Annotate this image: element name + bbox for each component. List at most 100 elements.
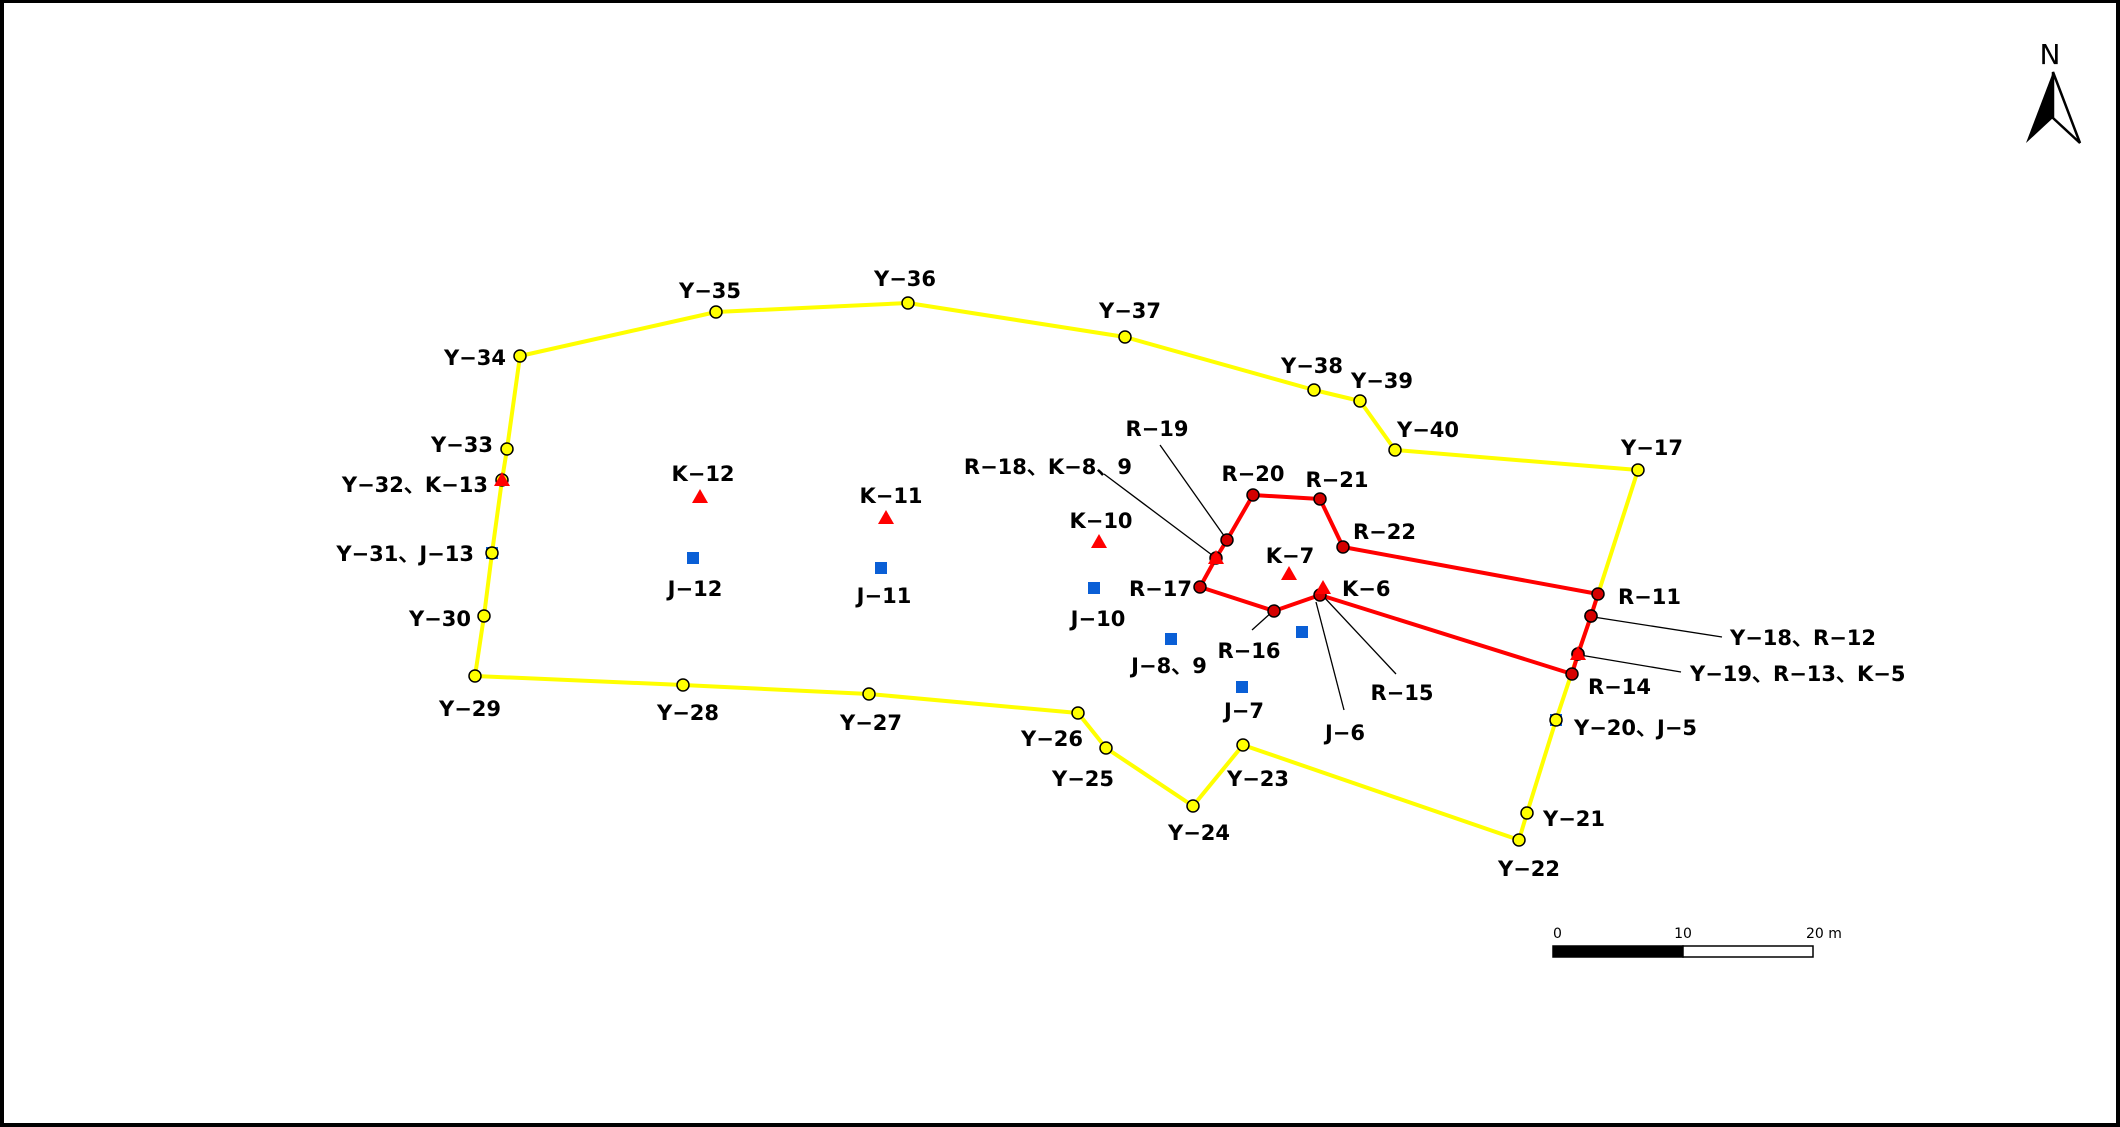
- yellow-label-y-40: Y−40: [1396, 418, 1459, 442]
- j-marker-j-11: [875, 562, 887, 574]
- red-label-r-17: R−17: [1129, 577, 1192, 601]
- yellow-point-y-30: [477, 609, 491, 623]
- k-marker-k-7: [1281, 566, 1297, 580]
- yellow-label-y-24: Y−24: [1167, 821, 1230, 845]
- yellow-point-y-35: [709, 305, 723, 319]
- yellow-label-y-38: Y−38: [1280, 354, 1343, 378]
- j-marker-j-12: [687, 552, 699, 564]
- red-label-r-11: R−11: [1618, 585, 1681, 609]
- k-marker-k-6: [1315, 580, 1331, 594]
- j-label-j-7: J−7: [1222, 699, 1264, 723]
- j-label-j-8-9: J−8、9: [1129, 654, 1207, 678]
- red-point-r-12: [1584, 609, 1598, 623]
- yellow-label-y-17: Y−17: [1620, 436, 1683, 460]
- yellow-label-y-26: Y−26: [1020, 727, 1083, 751]
- k-label-k-7: K−7: [1266, 544, 1314, 568]
- k-marker-k-13: [494, 472, 510, 486]
- yellow-point-y-24: [1186, 799, 1200, 813]
- combined-label-y31-j13: Y−31、J−13: [335, 542, 474, 566]
- yellow-point-y-36: [901, 296, 915, 310]
- k-marker-k-10: [1091, 534, 1107, 548]
- red-label-r-14: R−14: [1588, 675, 1651, 699]
- j-marker-j-8-9: [1165, 633, 1177, 645]
- red-label-r-15: R−15: [1371, 681, 1434, 705]
- leader-line: [1103, 473, 1217, 559]
- yellow-point-y-39: [1353, 394, 1367, 408]
- yellow-label-y-33: Y−33: [430, 433, 493, 457]
- k-label-k-11: K−11: [859, 484, 922, 508]
- yellow-point-y-38: [1307, 383, 1321, 397]
- scale-tick-10: 10: [1674, 926, 1692, 942]
- yellow-point-y-29: [468, 669, 482, 683]
- red-point-r-17: [1193, 580, 1207, 594]
- red-point-r-14: [1565, 667, 1579, 681]
- yellow-point-y-23: [1236, 738, 1250, 752]
- k-label-k-12: K−12: [671, 462, 734, 486]
- yellow-label-y-35: Y−35: [678, 279, 741, 303]
- j-label-j-12: J−12: [666, 577, 723, 601]
- k-marker-k-11: [878, 510, 894, 524]
- yellow-point-y-33: [500, 442, 514, 456]
- yellow-boundary-line: [473, 301, 1640, 842]
- leader-line: [1573, 653, 1682, 673]
- combined-label-y32-k13: Y−32、K−13: [341, 473, 488, 497]
- yellow-point-y-37: [1118, 330, 1132, 344]
- yellow-point-y-25: [1099, 741, 1113, 755]
- yellow-label-y-22: Y−22: [1497, 857, 1560, 881]
- j-marker-j-10: [1088, 582, 1100, 594]
- north-arrow-label: N: [2040, 38, 2061, 71]
- scale-bar-white-segment: [1682, 945, 1814, 958]
- red-label-r-20: R−20: [1222, 462, 1285, 486]
- scale-tick-0: 0: [1553, 926, 1562, 942]
- north-arrow-right-half: [2051, 71, 2082, 144]
- yellow-label-y-25: Y−25: [1051, 767, 1114, 791]
- yellow-label-y-28: Y−28: [656, 701, 719, 725]
- red-point-r-20: [1246, 488, 1260, 502]
- red-point-r-11: [1591, 587, 1605, 601]
- yellow-point-y-22: [1512, 833, 1526, 847]
- yellow-label-y-36: Y−36: [873, 267, 936, 291]
- north-arrow: N: [2026, 38, 2082, 144]
- k-label-k-10: K−10: [1069, 509, 1132, 533]
- yellow-point-y-17: [1631, 463, 1645, 477]
- yellow-label-y-21: Y−21: [1542, 807, 1605, 831]
- scale-bar-black-segment: [1552, 945, 1684, 958]
- red-label-r-19: R−19: [1126, 417, 1189, 441]
- j-label-j-10: J−10: [1069, 607, 1126, 631]
- yellow-label-y-37: Y−37: [1098, 299, 1161, 323]
- yellow-label-y-27: Y−27: [839, 711, 902, 735]
- yellow-point-y-26: [1071, 706, 1085, 720]
- yellow-label-y-30: Y−30: [408, 607, 471, 631]
- j-label-j-11: J−11: [855, 584, 912, 608]
- yellow-label-y-34: Y−34: [443, 346, 506, 370]
- combined-label-y19-r13-k5: Y−19、R−13、K−5: [1689, 662, 1906, 686]
- scale-tick-20m: 20 m: [1806, 926, 1842, 942]
- leader-line: [1322, 595, 1397, 675]
- k-label-k-6: K−6: [1342, 577, 1390, 601]
- yellow-point-y-20: [1549, 713, 1563, 727]
- j-marker-j-6: [1296, 626, 1308, 638]
- north-arrow-left-half: [2026, 72, 2053, 143]
- red-point-r-19: [1220, 533, 1234, 547]
- yellow-label-y-23: Y−23: [1226, 767, 1289, 791]
- yellow-point-y-28: [676, 678, 690, 692]
- red-label-r-16: R−16: [1218, 639, 1281, 663]
- leader-line: [1315, 601, 1345, 711]
- leader-line: [1159, 444, 1228, 541]
- leader-line: [1586, 615, 1723, 638]
- combined-label-r18-k8-9: R−18、K−8、9: [964, 455, 1132, 479]
- scale-bar: 0 10 20 m: [1552, 926, 1842, 958]
- k-marker-k-8: [1208, 550, 1224, 564]
- combined-label-y20-j5: Y−20、J−5: [1573, 716, 1697, 740]
- red-point-r-16: [1267, 604, 1281, 618]
- yellow-point-y-27: [862, 687, 876, 701]
- yellow-label-y-39: Y−39: [1350, 369, 1413, 393]
- j-marker-j-7: [1236, 681, 1248, 693]
- yellow-label-y-29: Y−29: [438, 697, 501, 721]
- red-label-r-22: R−22: [1353, 520, 1416, 544]
- k-marker-k-5: [1570, 646, 1586, 660]
- red-point-r-21: [1313, 492, 1327, 506]
- red-label-r-21: R−21: [1306, 468, 1369, 492]
